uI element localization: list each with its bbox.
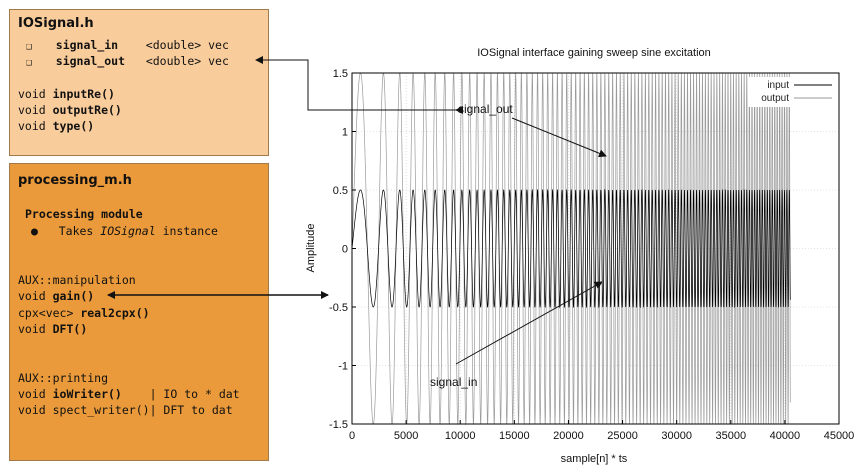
x-tick-label: 10000 <box>445 430 476 442</box>
module-bullet: ● Takes IOSignal instance <box>31 223 218 240</box>
method-name: real2cpx() <box>80 306 150 320</box>
x-axis-label: sample[n] * ts <box>561 453 628 465</box>
iosignal-title: IOSignal.h <box>18 16 94 31</box>
legend-label-output: output <box>761 93 789 104</box>
method-name: DFT() <box>52 322 88 336</box>
method-outputRe: void outputRe() <box>18 102 122 119</box>
method-comment: | IO to * dat <box>149 387 240 401</box>
method-name: inputRe() <box>52 87 115 101</box>
y-tick-label: -0.5 <box>329 302 348 314</box>
bullet-class: IOSignal <box>100 224 156 238</box>
x-tick-label: 45000 <box>824 430 855 442</box>
method-name: type() <box>52 119 95 133</box>
x-tick-label: 5000 <box>394 430 418 442</box>
iosignal-header-box: IOSignal.h ❑ signal_in <double> vec ❑ si… <box>9 9 269 156</box>
processing-title: processing_m.h <box>18 173 132 188</box>
x-tick-label: 20000 <box>553 430 584 442</box>
member-signal-in: ❑ signal_in <double> vec <box>26 37 229 56</box>
series-input-path <box>351 188 791 309</box>
method-type: void type() <box>18 118 94 135</box>
x-tick-label: 0 <box>349 430 355 442</box>
method-return-type: void <box>18 87 53 101</box>
printing-header: AUX::printing <box>18 371 109 385</box>
chart-legend: input output <box>748 77 838 107</box>
method-ioWriter: void ioWriter() | IO to * dat <box>18 386 240 403</box>
series-input-line <box>351 188 791 309</box>
x-tick-label: 35000 <box>715 430 746 442</box>
method-return-type: void <box>18 289 53 303</box>
method-return-type: void <box>18 403 53 417</box>
member-type: <double> vec <box>145 38 229 52</box>
checkbox-icon: ❑ <box>26 57 33 68</box>
y-tick-label: 0 <box>342 244 348 256</box>
x-tick-label: 25000 <box>607 430 638 442</box>
chart-title: IOSignal interface gaining sweep sine ex… <box>477 47 711 59</box>
annotation-signal-out: signal_out <box>458 102 513 116</box>
y-tick-label: 1 <box>342 127 348 139</box>
method-return-type: void <box>18 387 53 401</box>
method-real2cpx: cpx<vec> real2cpx() <box>18 305 150 322</box>
member-signal-out: ❑ signal_out <double> vec <box>26 53 229 72</box>
checkbox-icon: ❑ <box>26 41 33 52</box>
y-tick-label: -1.5 <box>329 419 348 431</box>
y-tick-label: 0.5 <box>333 185 348 197</box>
method-spect-writer: void spect_writer()| DFT to dat <box>18 402 233 419</box>
x-tick-label: 30000 <box>661 430 692 442</box>
bullet-icon: ● <box>31 224 38 238</box>
member-type: <double> vec <box>145 54 229 68</box>
method-return-type: cpx<vec> <box>18 306 81 320</box>
legend-label-input: input <box>767 80 789 91</box>
method-inputRe: void inputRe() <box>18 86 115 103</box>
method-name: ioWriter() <box>52 387 122 401</box>
method-return-type: void <box>18 119 53 133</box>
method-comment: | DFT to dat <box>149 403 233 417</box>
manipulation-header: AUX::manipulation <box>18 273 136 287</box>
y-tick-label: -1 <box>338 361 348 373</box>
method-gain: void gain() <box>18 288 94 305</box>
x-tick-label: 15000 <box>499 430 530 442</box>
bullet-prefix: Takes <box>58 224 101 238</box>
method-name: spect_writer() <box>52 403 150 417</box>
method-name: gain() <box>52 289 95 303</box>
method-DFT: void DFT() <box>18 321 87 338</box>
x-tick-label: 40000 <box>770 430 801 442</box>
member-name: signal_out <box>55 54 126 68</box>
method-return-type: void <box>18 103 53 117</box>
annotation-signal-in: signal_in <box>430 375 477 389</box>
module-heading: Processing module <box>25 207 143 221</box>
member-name: signal_in <box>55 38 119 52</box>
method-return-type: void <box>18 322 53 336</box>
processing-header-box: processing_m.h Processing module ● Takes… <box>9 163 269 461</box>
y-tick-label: 1.5 <box>333 68 348 80</box>
bullet-suffix: instance <box>155 224 218 238</box>
y-axis-label: Amplitude <box>305 224 317 273</box>
method-name: outputRe() <box>52 103 122 117</box>
